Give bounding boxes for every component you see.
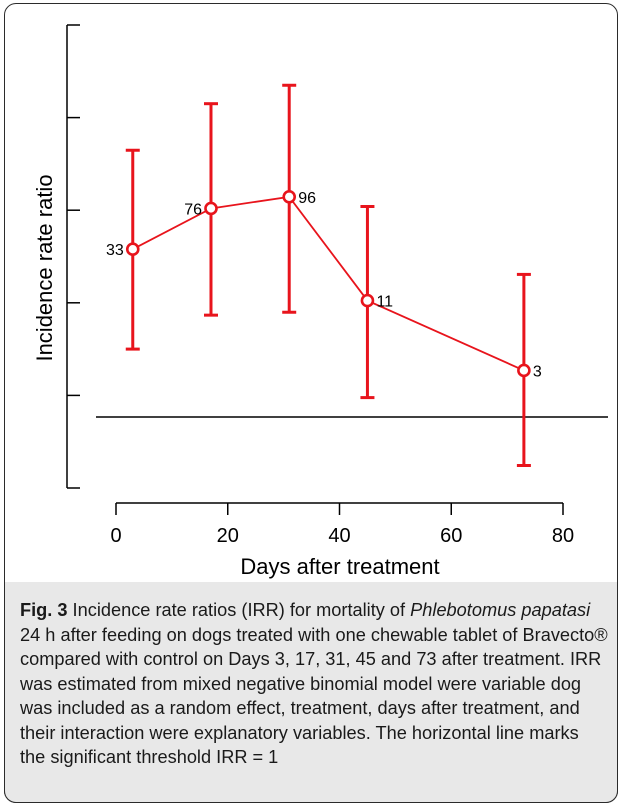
data-point <box>282 190 297 204</box>
data-label: 76 <box>184 201 202 218</box>
y-axis-label: Incidence rate ratio <box>32 174 57 361</box>
chart-marks: 33 76 96 11 3 <box>106 83 542 467</box>
x-axis-label: Days after treatment <box>240 554 439 579</box>
species-name: Phlebotomus papatasi <box>410 600 591 620</box>
x-tick-label: 40 <box>328 525 350 547</box>
caption-background <box>4 582 618 803</box>
caption-text-1: Incidence rate ratios (IRR) for mortalit… <box>67 600 411 620</box>
data-point <box>517 363 531 378</box>
x-tick-label: 80 <box>552 525 574 547</box>
x-tick-label: 60 <box>440 525 462 547</box>
caption-text-2: 24 h after feeding on dogs treated with … <box>20 624 608 768</box>
incidence-rate-ratio-chart: 0 20 40 60 80 33 76 96 11 3 Days after treatment… <box>32 24 608 579</box>
data-label: 96 <box>298 190 316 207</box>
axes: 0 20 40 60 80 <box>66 24 608 547</box>
x-tick-label: 0 <box>110 525 121 547</box>
data-point <box>204 201 218 216</box>
data-label: 11 <box>376 294 393 311</box>
data-point <box>125 242 140 256</box>
x-tick-label: 20 <box>217 525 239 547</box>
figure-caption: Fig. 3 Incidence rate ratios (IRR) for m… <box>20 598 608 770</box>
data-label: 3 <box>533 363 542 380</box>
series-line <box>132 195 525 372</box>
data-point <box>360 293 375 308</box>
figure-label: Fig. 3 <box>20 600 68 620</box>
data-label: 33 <box>106 242 124 259</box>
